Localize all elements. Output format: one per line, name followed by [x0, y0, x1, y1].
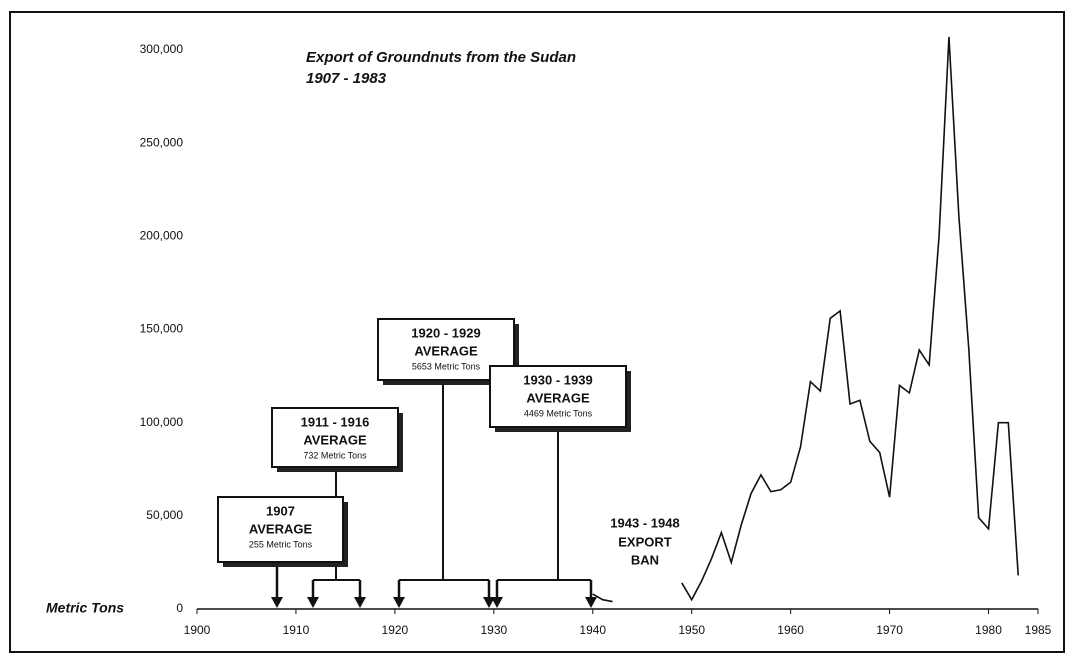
x-tick-label: 1980 — [975, 623, 1002, 637]
annotation-text: 5653 Metric Tons — [412, 361, 481, 371]
x-tick-label: 1900 — [184, 623, 211, 637]
annotation-text: EXPORT — [618, 534, 672, 549]
arrow-head — [585, 597, 597, 608]
annotation-text: AVERAGE — [249, 521, 313, 536]
annotation-box — [217, 496, 344, 563]
arrow-head — [483, 597, 495, 608]
y-tick-label: 150,000 — [140, 322, 184, 336]
annotation-text: AVERAGE — [303, 432, 367, 447]
arrow-head — [393, 597, 405, 608]
y-tick-label: 200,000 — [140, 229, 184, 243]
arrow-head — [354, 597, 366, 608]
annotation-text: 1911 - 1916 — [301, 414, 370, 429]
chart-subtitle: 1907 - 1983 — [306, 70, 387, 87]
annotation-text: 1943 - 1948 — [610, 515, 679, 530]
annotation-text: BAN — [631, 552, 659, 567]
x-tick-label: 1910 — [283, 623, 310, 637]
annotation-text: 732 Metric Tons — [303, 450, 367, 460]
y-tick-label: 300,000 — [140, 42, 184, 56]
y-tick-label: 50,000 — [146, 508, 183, 522]
arrow-head — [271, 597, 283, 608]
annotation-text: 4469 Metric Tons — [524, 408, 593, 418]
y-tick-label: 250,000 — [140, 135, 184, 149]
arrow-head — [491, 597, 503, 608]
x-tick-label: 1950 — [678, 623, 705, 637]
x-tick-label: 1930 — [480, 623, 507, 637]
x-tick-label: 1940 — [579, 623, 606, 637]
annotation-text: 1930 - 1939 — [523, 372, 592, 387]
data-line — [681, 36, 1020, 602]
annotation-box — [489, 365, 627, 428]
chart-title: Export of Groundnuts from the Sudan — [306, 49, 576, 66]
frame — [9, 11, 1065, 653]
annotation-text: 1907 — [266, 503, 295, 518]
annotation-text: AVERAGE — [526, 390, 590, 405]
x-tick-label: 1920 — [382, 623, 409, 637]
data-line — [592, 593, 613, 603]
annotation-text: 1920 - 1929 — [411, 325, 480, 340]
x-tick-label: 1960 — [777, 623, 804, 637]
arrow-head — [307, 597, 319, 608]
y-axis-label: Metric Tons — [46, 600, 124, 616]
annotation-text: 255 Metric Tons — [249, 539, 313, 549]
y-tick-label: 0 — [176, 601, 183, 615]
annotation-box — [271, 407, 399, 468]
y-tick-label: 100,000 — [140, 415, 184, 429]
annotation-text: AVERAGE — [414, 343, 478, 358]
x-tick-label: 1970 — [876, 623, 903, 637]
x-tick-label: 1985 — [1025, 623, 1052, 637]
